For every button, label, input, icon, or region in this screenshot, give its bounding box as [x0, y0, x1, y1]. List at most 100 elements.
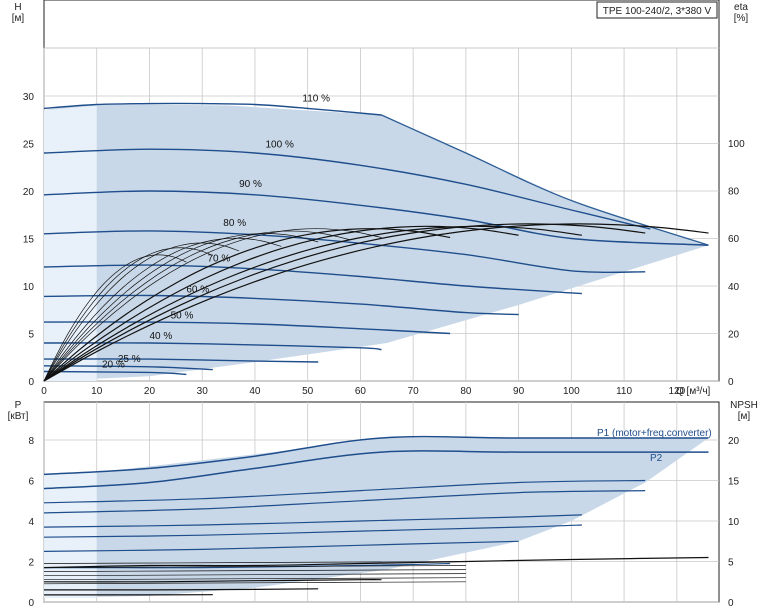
- x-tick-label: 100: [563, 386, 580, 397]
- bottom-right-ylabel-name: NPSH: [730, 400, 758, 411]
- x-tick-label: 20: [144, 386, 156, 397]
- p-tick-label: 4: [28, 517, 34, 528]
- head-curve: [43, 358, 319, 363]
- head-curve: [43, 102, 382, 116]
- y-right-tick-label: 40: [728, 282, 740, 293]
- efficiency-curve: [43, 242, 240, 382]
- x-tick-label: 110: [616, 386, 632, 397]
- head-curve: [43, 294, 519, 316]
- head-curve: [43, 264, 582, 295]
- curve-label: 70 %: [207, 253, 230, 264]
- curve-label: 100 %: [265, 139, 293, 150]
- x-axis-label: Q [м³/ч]: [676, 386, 711, 397]
- top-envelope-edge: [381, 114, 709, 246]
- x-tick-label: 120: [668, 386, 685, 397]
- power-curve: [43, 479, 646, 504]
- top-right-ylabel-unit: [%]: [734, 13, 749, 24]
- curve-label: 40 %: [149, 331, 172, 342]
- bottom-operating-area-fill: [44, 438, 709, 598]
- efficiency-curve: [43, 225, 582, 382]
- top-operating-area-fill: [44, 104, 709, 381]
- top-axes: 0 10 20 30 40 50 60 70 80 90 100 110 120 0 5 10 15 20 25 30…: [23, 92, 745, 397]
- curve-label: 80 %: [223, 218, 246, 229]
- npsh-tick-label: 5: [728, 558, 734, 569]
- curve-label: 50 %: [171, 310, 194, 321]
- power-curve: [43, 524, 582, 538]
- power-curve: [43, 514, 582, 528]
- y-left-tick-label: 15: [23, 235, 35, 246]
- power-curve: [43, 562, 451, 569]
- curve-label: 25 %: [118, 354, 141, 365]
- npsh-curve: [43, 556, 709, 569]
- efficiency-curve: [43, 228, 382, 382]
- head-curve: [43, 321, 451, 335]
- y-right-tick-label: 60: [728, 234, 740, 245]
- npsh-curve: [43, 573, 466, 577]
- power-curve: [43, 490, 646, 514]
- npsh-curve: [43, 581, 466, 585]
- x-tick-label: 10: [91, 386, 103, 397]
- chart-title: TPE 100-240/2, 3*380 V: [603, 6, 712, 17]
- legend-p1: P1 (motor+freq.converter): [597, 428, 712, 439]
- npsh-tick-label: 15: [728, 477, 740, 488]
- npsh-curve: [43, 565, 466, 568]
- p-tick-label: 2: [28, 558, 34, 569]
- bottom-power-curves: [43, 435, 709, 596]
- npsh-curve: [43, 577, 466, 581]
- npsh-tick-label: 20: [728, 436, 740, 447]
- x-tick-label: 80: [460, 386, 472, 397]
- y-left-tick-label: 5: [28, 330, 34, 341]
- efficiency-curve: [43, 225, 519, 382]
- head-curve: [43, 370, 187, 376]
- head-curve: [43, 148, 651, 230]
- x-tick-label: 70: [408, 386, 420, 397]
- power-curve: [43, 540, 519, 552]
- npsh-tick-label: 0: [728, 598, 734, 609]
- npsh-curve: [43, 569, 466, 572]
- top-operating-area: [44, 104, 709, 381]
- efficiency-curve: [43, 254, 187, 382]
- npsh-tick-label: 10: [728, 517, 740, 528]
- y-left-tick-label: 10: [23, 282, 35, 293]
- y-right-tick-label: 80: [728, 187, 740, 198]
- curve-label: 20 %: [102, 360, 125, 371]
- head-curve: [43, 365, 213, 371]
- y-right-tick-label: 100: [728, 139, 745, 150]
- y-left-tick-label: 30: [23, 92, 35, 103]
- head-curve: [43, 190, 709, 246]
- top-efficiency-curves: [43, 223, 709, 382]
- y-right-tick-label: 0: [728, 377, 734, 388]
- p-tick-label: 8: [28, 436, 34, 447]
- bottom-right-ylabel-unit: [м]: [738, 411, 751, 422]
- y-right-tick-label: 20: [728, 329, 740, 340]
- x-tick-label: 0: [41, 386, 47, 397]
- bottom-axes: 0 2 4 6 8 0 5 10 15 20: [28, 436, 739, 609]
- npsh-curve: [43, 579, 382, 583]
- x-tick-label: 50: [302, 386, 314, 397]
- p-tick-label: 0: [28, 598, 34, 609]
- top-left-ylabel-unit: [м]: [12, 13, 25, 24]
- npsh-curve: [43, 561, 466, 564]
- npsh-curve: [43, 588, 319, 591]
- power-curve: [43, 450, 709, 490]
- efficiency-curve: [43, 223, 709, 382]
- y-left-tick-label: 20: [23, 187, 35, 198]
- p-tick-label: 6: [28, 477, 34, 488]
- y-left-tick-label: 25: [23, 140, 35, 151]
- y-left-tick-label: 0: [28, 377, 34, 388]
- top-curve-labels: 110 % 100 % 90 % 80 % 70 % 60 % 50 % 40 % 25 %20…: [102, 94, 330, 371]
- x-tick-label: 40: [249, 386, 261, 397]
- x-tick-label: 90: [513, 386, 525, 397]
- efficiency-curve: [43, 237, 282, 382]
- top-light-area: [44, 105, 97, 381]
- x-tick-label: 30: [197, 386, 209, 397]
- power-curve: [43, 435, 709, 476]
- head-curve: [43, 342, 382, 351]
- efficiency-curve: [43, 233, 319, 382]
- bottom-left-ylabel-unit: [кВт]: [8, 411, 29, 422]
- curve-label: 60 %: [186, 285, 209, 296]
- title-box: [596, 1, 718, 19]
- efficiency-curve: [43, 230, 350, 382]
- top-left-ylabel-name: H: [14, 2, 21, 13]
